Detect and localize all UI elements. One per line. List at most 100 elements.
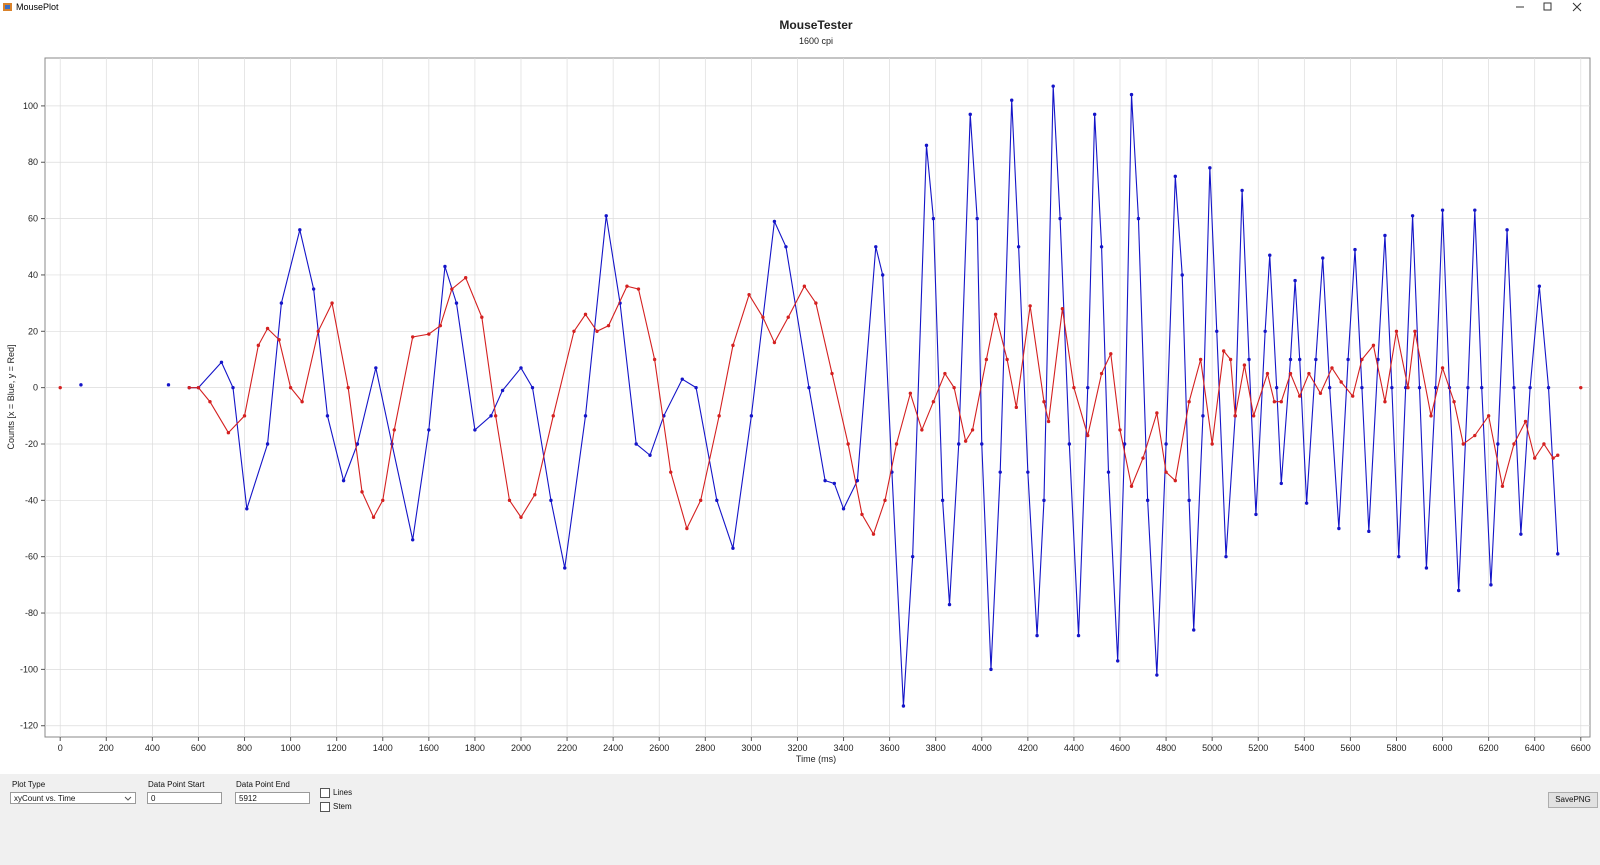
lines-label: Lines (333, 788, 353, 797)
data-point (551, 414, 555, 418)
data-point (1376, 357, 1380, 362)
data-point (1353, 247, 1357, 252)
y-tick-label: -60 (25, 552, 38, 562)
data-point (652, 357, 657, 362)
data-point (1251, 414, 1256, 418)
data-point (1397, 554, 1401, 559)
data-point (549, 498, 553, 503)
data-point (970, 428, 975, 432)
data-point (1173, 478, 1177, 483)
data-point (606, 323, 611, 328)
data-point (931, 400, 936, 404)
data-point (1528, 385, 1532, 390)
data-point (489, 414, 493, 418)
data-point (1254, 512, 1258, 517)
close-button[interactable] (1572, 2, 1582, 12)
data-point (1512, 442, 1516, 446)
data-point (1060, 307, 1065, 311)
data-point (1115, 659, 1120, 663)
lines-checkbox[interactable] (320, 788, 330, 798)
data-point (669, 470, 673, 474)
plot-area (44, 57, 1591, 738)
data-point (1500, 484, 1505, 488)
data-point (1314, 357, 1318, 362)
series-line (189, 276, 1559, 536)
data-point (881, 273, 885, 277)
x-tick-label: 5800 (1386, 743, 1406, 753)
maximize-button[interactable] (1543, 2, 1552, 11)
x-tick-label: 5600 (1340, 743, 1360, 753)
data-point (1173, 174, 1177, 179)
data-point (894, 442, 899, 446)
data-point (1005, 357, 1009, 362)
title-bar: MousePlot (0, 0, 1600, 14)
data-point (519, 366, 523, 370)
y-tick-label: -40 (25, 495, 38, 505)
x-tick-label: 1600 (419, 743, 439, 753)
data-point (242, 414, 247, 418)
data-point (1215, 329, 1219, 333)
data-point (1198, 357, 1203, 362)
data-point (595, 329, 599, 333)
x-tick-label: 4800 (1156, 743, 1176, 753)
data-point (1187, 400, 1191, 404)
y-tick-label: 0 (33, 383, 38, 393)
y-tick-label: -80 (25, 608, 38, 618)
data-point (1542, 442, 1546, 446)
data-point (1076, 633, 1081, 638)
x-tick-label: 6200 (1479, 743, 1499, 753)
data-point (1051, 84, 1055, 88)
data-point (330, 301, 334, 305)
data-point (1466, 385, 1470, 390)
data-point (648, 453, 652, 457)
data-point (1480, 385, 1484, 390)
data-point (694, 385, 698, 390)
data-point (1433, 385, 1438, 390)
data-point (1042, 400, 1046, 404)
data-point (1268, 253, 1272, 257)
data-point (874, 245, 878, 249)
data-point (747, 292, 751, 297)
x-tick-label: 3800 (926, 743, 946, 753)
data-point (920, 428, 924, 432)
data-point (1288, 357, 1293, 362)
x-tick-label: 2200 (557, 743, 577, 753)
app-icon (3, 3, 12, 11)
data-point (583, 414, 588, 418)
chart-title: MouseTester (779, 18, 852, 32)
save-png-button[interactable]: SavePNG (1548, 792, 1598, 808)
start-input[interactable]: 0 (147, 792, 222, 804)
data-point (841, 507, 846, 511)
chart: MouseTester 1600 cpi Time (ms) Counts [x… (6, 18, 1591, 764)
grid (45, 58, 1590, 737)
data-point (1350, 394, 1355, 398)
data-point (1512, 385, 1516, 390)
data-point (346, 385, 350, 390)
data-point (761, 315, 765, 319)
data-point (438, 323, 443, 328)
data-point (1099, 245, 1104, 249)
data-point (1247, 357, 1251, 362)
stem-checkbox[interactable] (320, 802, 330, 812)
x-tick-label: 2600 (649, 743, 669, 753)
x-tick-label: 400 (145, 743, 160, 753)
data-point (1456, 588, 1461, 593)
plot-type-select[interactable]: xyCount vs. Time (10, 792, 136, 804)
data-point (1274, 385, 1279, 390)
x-tick-label: 6400 (1525, 743, 1545, 753)
data-point (1390, 385, 1394, 390)
end-input[interactable]: 5912 (235, 792, 310, 804)
data-point (1473, 433, 1477, 438)
data-point (989, 667, 993, 672)
data-point (519, 515, 523, 519)
data-point (277, 338, 281, 342)
data-point (454, 301, 459, 305)
data-point (1263, 329, 1267, 333)
data-point (1136, 216, 1141, 221)
stem-label: Stem (333, 802, 352, 811)
data-point (1145, 498, 1150, 503)
data-point (1042, 498, 1046, 503)
data-point (680, 377, 684, 381)
data-point (411, 538, 415, 542)
